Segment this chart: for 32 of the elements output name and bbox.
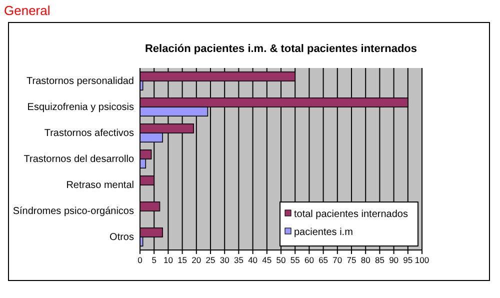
y-tick-label: Trastornos afectivos (44, 128, 134, 140)
x-tick-label: 35 (234, 255, 244, 266)
legend-label: pacientes i.m (294, 227, 353, 238)
x-tick-label: 40 (248, 255, 258, 266)
x-tick-label: 75 (346, 255, 356, 266)
x-tick-label: 10 (163, 255, 174, 266)
x-tick-label: 100 (414, 255, 430, 266)
y-tick-label: Otros (110, 232, 134, 244)
x-tick-label: 5 (152, 255, 157, 266)
text: General (4, 3, 50, 18)
y-tick-label: Trastornos del desarrollo (24, 154, 134, 166)
y-tick-label: Síndromes psico-orgánicos (12, 206, 134, 218)
legend-label: total pacientes internados (294, 209, 408, 220)
x-tick-label: 90 (389, 255, 399, 266)
x-tick-label: 0 (138, 255, 143, 266)
y-tick-label: Trastornos personalidad (26, 76, 134, 88)
x-tick-label: 30 (220, 255, 230, 266)
chart-title: Relación pacientes i.m. & total pacientes internados (144, 43, 418, 55)
x-tick-label: 55 (290, 255, 300, 266)
x-tick-label: 20 (192, 255, 202, 266)
x-tick-label: 15 (178, 255, 188, 266)
x-tick-label: 50 (276, 255, 286, 266)
x-tick-label: 95 (403, 255, 413, 266)
x-tick-label: 60 (304, 255, 314, 266)
x-tick-label: 80 (360, 255, 371, 266)
x-tick-label: 85 (374, 255, 385, 266)
x-tick-label: 45 (262, 255, 272, 266)
y-tick-label: Retraso mental (66, 180, 134, 192)
x-tick-label: 70 (332, 255, 342, 266)
x-tick-label: 65 (318, 255, 328, 266)
y-tick-label: Esquizofrenia y psicosis (27, 102, 134, 114)
x-tick-label: 25 (206, 255, 216, 266)
